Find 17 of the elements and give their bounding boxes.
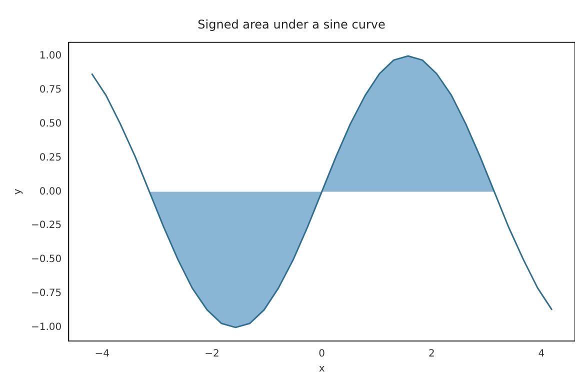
y-tick-label: −0.25: [30, 220, 62, 232]
y-tick-label: 0.00: [39, 186, 62, 198]
y-tick-label: 0.25: [39, 152, 62, 164]
chart-title: Signed area under a sine curve: [198, 17, 386, 32]
y-tick-label: 1.00: [39, 50, 62, 62]
x-tick-label: 2: [428, 348, 435, 360]
y-tick-label: 0.75: [39, 84, 62, 96]
y-tick-label: −1.00: [30, 322, 62, 334]
x-tick-label: 0: [318, 348, 326, 360]
y-tick-label: −0.75: [30, 288, 62, 300]
y-tick-label: −0.50: [30, 254, 62, 266]
x-tick-label: −4: [94, 348, 110, 360]
y-tick-label: 0.50: [39, 118, 62, 130]
x-axis-title: x: [318, 364, 325, 375]
x-tick-label: −2: [204, 348, 220, 360]
x-tick-label: 4: [538, 348, 545, 360]
y-axis-title: y: [12, 188, 24, 195]
